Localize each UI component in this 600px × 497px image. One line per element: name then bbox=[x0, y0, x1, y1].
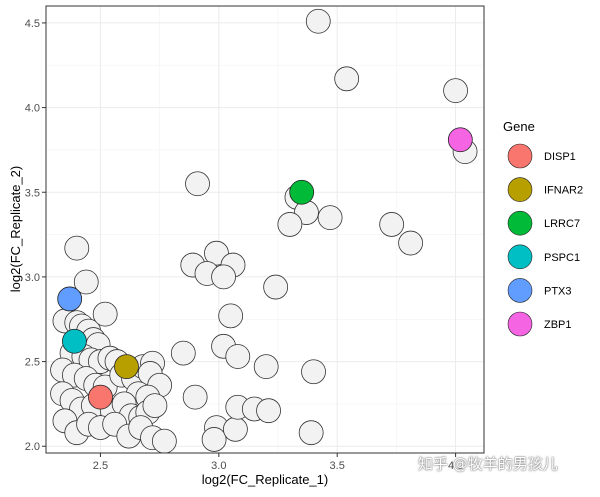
x-tick-label: 2.5 bbox=[93, 460, 108, 472]
data-point bbox=[225, 344, 251, 369]
data-point bbox=[211, 264, 236, 290]
y-tick-label: 3.5 bbox=[25, 187, 40, 199]
legend-label-pspc1: PSPC1 bbox=[544, 252, 580, 264]
legend-label-disp1: DISP1 bbox=[544, 151, 576, 163]
data-point bbox=[334, 66, 360, 92]
legend-items: DISP1 IFNAR2 LRRC7 PSPC1 PTX3 ZBP1 bbox=[507, 143, 583, 337]
data-point bbox=[218, 303, 244, 329]
legend-label-ifnar2: IFNAR2 bbox=[544, 185, 583, 197]
data-point bbox=[142, 393, 168, 418]
data-point bbox=[92, 301, 118, 327]
data-point bbox=[73, 269, 99, 295]
y-axis-label: log2(FC_Replicate_2) bbox=[8, 166, 23, 292]
data-point bbox=[298, 420, 324, 446]
legend-key-ifnar2 bbox=[507, 177, 533, 202]
y-tick-label: 2.5 bbox=[25, 357, 40, 369]
data-point bbox=[263, 274, 289, 300]
data-point bbox=[253, 354, 279, 380]
legend-key-ptx3 bbox=[507, 278, 533, 303]
x-axis-label: log2(FC_Replicate_1) bbox=[202, 472, 328, 487]
data-point bbox=[151, 428, 177, 454]
legend-title: Gene bbox=[503, 119, 535, 134]
plot-panel-border bbox=[45, 5, 485, 454]
data-point bbox=[185, 171, 210, 197]
background-points bbox=[50, 8, 478, 454]
gene-point-lrrc7 bbox=[289, 179, 315, 205]
x-tick-label: 3.0 bbox=[211, 460, 226, 472]
legend-key-pspc1 bbox=[507, 244, 533, 270]
data-point bbox=[170, 340, 196, 366]
data-point bbox=[201, 427, 227, 452]
data-point bbox=[277, 212, 303, 237]
legend-key-zbp1 bbox=[507, 311, 533, 337]
data-point bbox=[305, 8, 331, 34]
data-point bbox=[317, 205, 343, 231]
data-point bbox=[301, 359, 326, 385]
legend-label-ptx3: PTX3 bbox=[544, 285, 572, 297]
legend-label-lrrc7: LRRC7 bbox=[544, 218, 580, 230]
highlighted-points bbox=[57, 127, 473, 410]
y-tick-label: 2.0 bbox=[25, 441, 40, 453]
data-point bbox=[256, 398, 281, 424]
gene-point-ptx3 bbox=[57, 286, 83, 312]
data-point bbox=[223, 416, 248, 442]
data-point bbox=[398, 230, 424, 256]
data-point bbox=[64, 235, 90, 261]
gene-point-ifnar2 bbox=[114, 354, 139, 380]
y-tick-label: 4.0 bbox=[25, 103, 40, 115]
gene-point-pspc1 bbox=[62, 328, 87, 354]
data-point bbox=[379, 212, 405, 237]
legend-key-lrrc7 bbox=[507, 210, 533, 236]
legend-label-zbp1: ZBP1 bbox=[544, 319, 572, 331]
y-tick-label: 3.0 bbox=[25, 272, 40, 284]
watermark: 知乎 @牧羊的男孩儿 bbox=[418, 455, 558, 473]
legend: Gene DISP1 IFNAR2 LRRC7 PSPC1 PTX3 ZBP1 bbox=[503, 119, 583, 337]
x-tick-label: 4.0 bbox=[448, 460, 463, 472]
data-point bbox=[182, 384, 208, 410]
legend-key-disp1 bbox=[507, 143, 533, 169]
axes: 2.5 3.0 3.5 4.0 2.0 2.5 3.0 3.5 4.0 4.5 bbox=[25, 18, 464, 472]
data-point bbox=[443, 78, 468, 104]
x-tick-label: 3.5 bbox=[330, 460, 345, 472]
gene-point-disp1 bbox=[88, 384, 113, 410]
gene-point-zbp1 bbox=[447, 127, 473, 153]
y-tick-label: 4.5 bbox=[25, 18, 40, 30]
